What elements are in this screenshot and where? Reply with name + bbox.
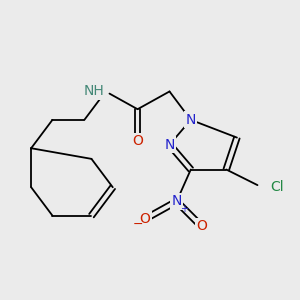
Text: +: +	[180, 204, 188, 214]
Text: N: N	[164, 138, 175, 152]
Text: O: O	[196, 219, 207, 233]
Text: Cl: Cl	[271, 180, 284, 194]
Text: N: N	[171, 194, 182, 208]
Text: O: O	[139, 212, 150, 226]
Text: N: N	[186, 113, 196, 127]
Text: −: −	[132, 218, 143, 231]
Text: NH: NH	[83, 85, 104, 98]
Text: O: O	[132, 134, 143, 148]
